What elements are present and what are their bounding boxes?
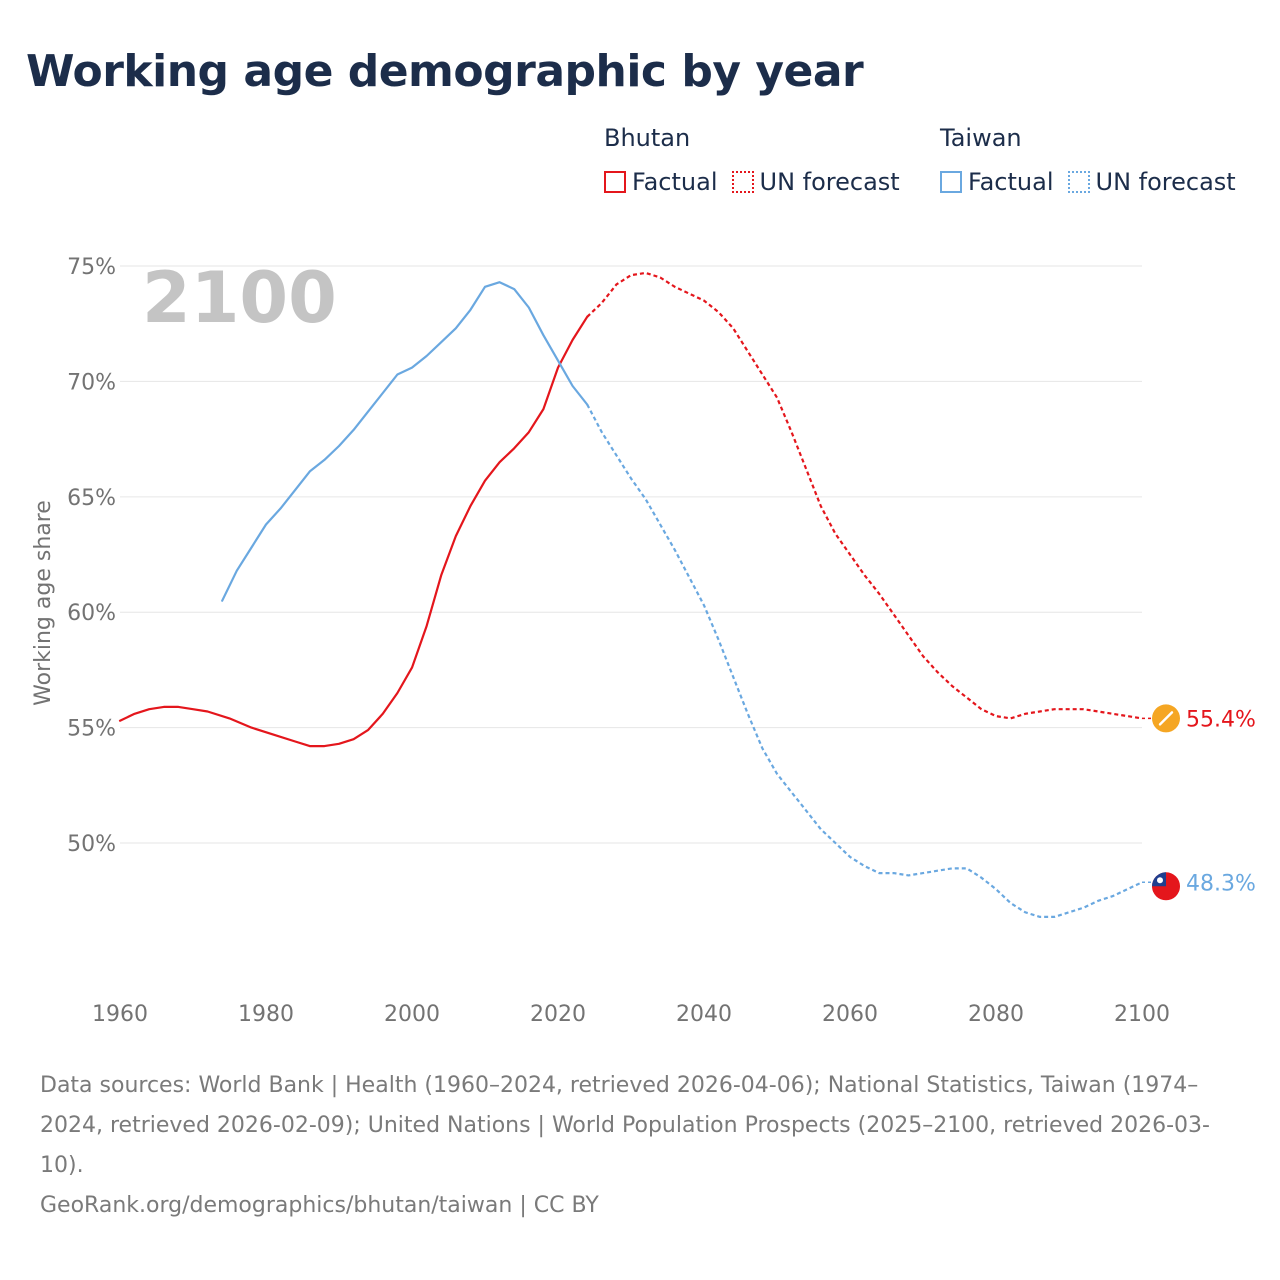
legend-item-taiwan-factual[interactable]: Factual <box>940 168 1054 196</box>
x-tick-label-2100: 2100 <box>1114 1002 1170 1027</box>
legend-country-bhutan: Bhutan <box>604 124 691 152</box>
x-tick-label-2040: 2040 <box>676 1002 732 1027</box>
year-watermark: 2100 <box>142 257 337 339</box>
legend-swatch-taiwan-forecast <box>1067 171 1090 193</box>
y-tick-label-65: 65% <box>67 486 116 511</box>
y-tick-label-70: 70% <box>67 370 116 395</box>
footer: Data sources: World Bank | Health (1960–… <box>40 1066 1250 1226</box>
taiwan-forecast-line <box>586 403 1143 918</box>
legend-country-taiwan: Taiwan <box>940 124 1022 152</box>
y-tick-label-75: 75% <box>67 255 116 280</box>
x-tick-label-1980: 1980 <box>238 1002 294 1027</box>
legend-item-bhutan-factual[interactable]: Factual <box>604 168 718 196</box>
y-axis-label: Working age share <box>31 500 56 706</box>
legend-swatch-bhutan-factual <box>604 171 626 193</box>
legend-label-bhutan-forecast: UN forecast <box>759 168 900 196</box>
legend-label-taiwan-forecast: UN forecast <box>1095 168 1236 196</box>
legend-swatch-bhutan-forecast <box>731 171 754 193</box>
bhutan-forecast-line <box>586 271 1143 720</box>
chart-title: Working age demographic by year <box>26 46 864 97</box>
x-tick-label-1960: 1960 <box>92 1002 148 1027</box>
bhutan-flag-dragon-icon <box>1158 711 1174 726</box>
legend-swatch-taiwan-factual <box>940 171 962 193</box>
legend-label-bhutan-factual: Factual <box>632 168 718 196</box>
x-tick-label-2060: 2060 <box>822 1002 878 1027</box>
y-tick-label-60: 60% <box>67 601 116 626</box>
taiwan-flag-sun-icon <box>1157 877 1163 884</box>
x-tick-label-2080: 2080 <box>968 1002 1024 1027</box>
legend-label-taiwan-factual: Factual <box>968 168 1054 196</box>
line-chart: 50% 55% 60% 65% 70% 75% 1960 1980 2000 2020 2040 20… <box>31 255 1256 1027</box>
legend-item-taiwan-forecast[interactable]: UN forecast <box>1067 168 1236 196</box>
x-tick-label-2000: 2000 <box>384 1002 440 1027</box>
taiwan-end-value-label: 48.3% <box>1186 871 1256 896</box>
legend-group-bhutan: Bhutan Factual UN forecast <box>604 124 900 196</box>
credit-link[interactable]: GeoRank.org/demographics/bhutan/taiwan |… <box>40 1193 599 1218</box>
legend-item-bhutan-forecast[interactable]: UN forecast <box>731 168 900 196</box>
bhutan-end-value-label: 55.4% <box>1186 707 1256 732</box>
y-tick-label-55: 55% <box>67 717 116 742</box>
legend-group-taiwan: Taiwan Factual UN forecast <box>940 124 1236 196</box>
x-tick-label-2020: 2020 <box>530 1002 586 1027</box>
y-tick-label-50: 50% <box>67 832 116 857</box>
data-sources: Data sources: World Bank | Health (1960–… <box>40 1073 1210 1178</box>
bhutan-factual-line <box>118 315 589 748</box>
taiwan-factual-line <box>221 281 589 602</box>
